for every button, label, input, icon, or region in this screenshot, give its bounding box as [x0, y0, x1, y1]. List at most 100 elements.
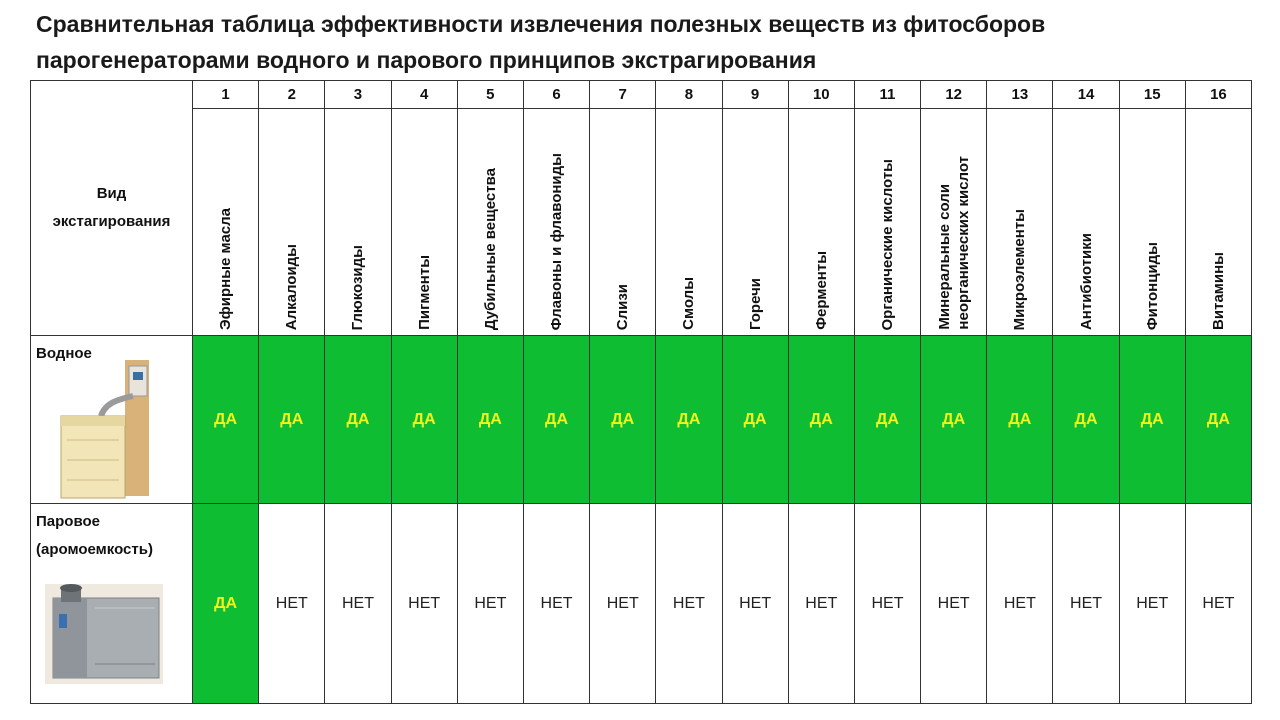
result-cell: ДА — [1184, 335, 1253, 504]
result-cell: ДА — [191, 503, 260, 704]
substance-header: Дубильные вещества — [456, 108, 524, 336]
kind-header: Вид экстагирования — [30, 80, 193, 336]
result-cell: ДА — [655, 335, 723, 504]
substance-label: Глюкозиды — [348, 245, 367, 330]
result-cell: НЕТ — [787, 503, 855, 704]
substance-header: Смолы — [655, 108, 723, 336]
substance-header: Витамины — [1184, 108, 1253, 336]
substance-label-line: Смолы — [680, 277, 698, 330]
substance-label: Смолы — [679, 277, 698, 330]
substance-header: Антибиотики — [1052, 108, 1120, 336]
column-number: 10 — [787, 80, 855, 109]
substance-label: Слизи — [613, 284, 632, 330]
substance-label-line: Органические кислоты — [878, 158, 896, 330]
substance-label: Минеральные соли неорганических кислот — [935, 156, 973, 330]
substance-header: Алкалоиды — [258, 108, 326, 336]
substance-label: Пигменты — [415, 255, 434, 330]
substance-label: Антибиотики — [1077, 233, 1096, 330]
substance-header: Микроэлементы — [986, 108, 1054, 336]
result-cell: ДА — [390, 335, 458, 504]
method-header: Водное — [30, 335, 193, 504]
result-cell: НЕТ — [1184, 503, 1253, 704]
substance-label-line: Флавоны и флавониды — [548, 152, 566, 330]
result-cell: ДА — [1052, 335, 1120, 504]
steam-aroma-container-photo — [45, 584, 163, 684]
column-number: 14 — [1052, 80, 1120, 109]
water-steam-generator-photo — [60, 360, 149, 499]
column-number: 15 — [1118, 80, 1186, 109]
method-label: Паровое (аромоемкость) — [31, 504, 192, 564]
column-number: 2 — [258, 80, 326, 109]
result-cell: НЕТ — [986, 503, 1054, 704]
kind-header-line-2: экстагирования — [52, 213, 171, 230]
result-cell: ДА — [522, 335, 591, 504]
method-row: Паровое (аромоемкость) ДА НЕТ НЕТ НЕТ НЕТ НЕТ НЕ… — [30, 503, 1253, 704]
substance-header: Ферменты — [787, 108, 855, 336]
result-cell: НЕТ — [721, 503, 789, 704]
substance-label: Алкалоиды — [282, 244, 301, 330]
column-number: 16 — [1184, 80, 1253, 109]
substance-label-line: Витамины — [1209, 252, 1227, 330]
result-cell: НЕТ — [655, 503, 723, 704]
column-number: 1 — [191, 80, 260, 109]
column-number: 11 — [853, 80, 922, 109]
substance-label: Микроэлементы — [1010, 209, 1029, 330]
result-cell: НЕТ — [589, 503, 657, 704]
result-cell: ДА — [191, 335, 260, 504]
substance-label: Эфирные масла — [216, 208, 235, 330]
substance-header: Глюкозиды — [324, 108, 392, 336]
substance-label-line: Микроэлементы — [1011, 208, 1029, 330]
substance-header: Фитонциды — [1118, 108, 1186, 336]
result-cell: ДА — [456, 335, 524, 504]
result-cell: НЕТ — [853, 503, 922, 704]
method-label-line: Паровое — [36, 513, 100, 530]
substance-label: Дубильные вещества — [481, 168, 500, 330]
substance-label: Витамины — [1209, 252, 1228, 330]
column-number: 3 — [324, 80, 392, 109]
column-number: 8 — [655, 80, 723, 109]
substance-label-line: Алкалоиды — [283, 243, 301, 330]
column-number: 9 — [721, 80, 789, 109]
result-cell: ДА — [721, 335, 789, 504]
substance-label-line: Пигменты — [415, 255, 433, 330]
comparison-table: Вид экстагирования 1 2 3 4 5 6 7 8 9 10 11 12 13 14 15… — [30, 80, 1253, 704]
substance-label-line: Горечи — [746, 278, 764, 330]
substance-label: Ферменты — [812, 251, 831, 330]
substance-label-line: Дубильные вещества — [481, 167, 499, 330]
method-label-line: (аромоемкость) — [36, 541, 153, 558]
column-number: 13 — [986, 80, 1054, 109]
title-line-1: Сравнительная таблица эффективности извл… — [36, 11, 1046, 37]
method-label: Водное — [31, 336, 192, 368]
method-header: Паровое (аромоемкость) — [30, 503, 193, 704]
substance-label: Флавоны и флавониды — [547, 153, 566, 330]
column-number: 5 — [456, 80, 524, 109]
substance-label-line: Ферменты — [812, 251, 830, 330]
column-number: 12 — [920, 80, 988, 109]
substance-label-line: Минеральные соли — [935, 184, 953, 330]
substance-header: Горечи — [721, 108, 789, 336]
result-cell: ДА — [258, 335, 326, 504]
substance-header: Эфирные масла — [191, 108, 260, 336]
result-cell: НЕТ — [456, 503, 524, 704]
method-row: Водное ДА ДА ДА ДА ДА ДА ДА ДА ДА ДА ДА ДА ДА ДА ДА ДА — [30, 335, 1253, 504]
result-cell: НЕТ — [258, 503, 326, 704]
result-cell: ДА — [324, 335, 392, 504]
substance-label-line: Слизи — [614, 283, 632, 330]
method-label-line: Водное — [36, 345, 92, 362]
result-cell: НЕТ — [390, 503, 458, 704]
substance-header-row: Эфирные масла Алкалоиды Глюкозиды Пигменты Д… — [31, 108, 1253, 336]
result-cell: НЕТ — [920, 503, 988, 704]
substance-label-line: Эфирные масла — [217, 207, 235, 330]
title-line-2: парогенераторами водного и парового прин… — [36, 47, 817, 73]
substance-header: Минеральные соли неорганических кислот — [920, 108, 988, 336]
result-cell: ДА — [853, 335, 922, 504]
column-number-row: Вид экстагирования 1 2 3 4 5 6 7 8 9 10 11 12 13 14 15… — [30, 80, 1253, 336]
substance-header: Органические кислоты — [853, 108, 922, 336]
substance-label: Горечи — [746, 278, 765, 330]
result-cell: ДА — [787, 335, 855, 504]
result-cell: НЕТ — [324, 503, 392, 704]
substance-label-line: Фитонциды — [1143, 241, 1161, 330]
kind-header-line-1: Вид — [96, 185, 127, 202]
substance-label-line: неорганических кислот — [954, 156, 972, 330]
result-cell: НЕТ — [1052, 503, 1120, 704]
